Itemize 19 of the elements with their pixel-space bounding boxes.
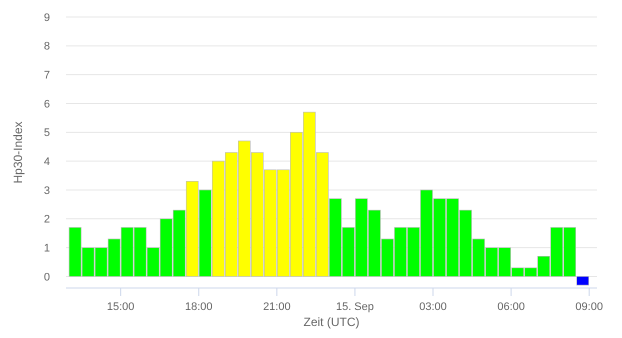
- x-tick-label: 06:00: [497, 301, 525, 313]
- y-tick-label: 3: [44, 184, 50, 197]
- x-tick-label: 15. Sep: [336, 301, 374, 313]
- x-tick-label: 21:00: [263, 301, 291, 313]
- x-tick-label: 18:00: [184, 301, 213, 313]
- y-tick-label: 4: [44, 156, 50, 168]
- y-tick-label: 8: [44, 40, 50, 53]
- x-tick-label: 15:00: [106, 301, 134, 313]
- y-tick-label: 0: [44, 271, 50, 284]
- y-tick-label: 2: [44, 214, 50, 226]
- y-tick-label: 1: [44, 242, 50, 254]
- x-axis-title: Zeit (UTC): [304, 315, 360, 329]
- y-tick-label: 9: [44, 12, 50, 24]
- x-tick-label: 03:00: [419, 301, 447, 313]
- x-tick-label: 09:00: [575, 301, 603, 313]
- y-axis-title: Hp30-Index: [11, 121, 25, 184]
- y-tick-label: 5: [44, 127, 50, 140]
- y-tick-label: 7: [44, 70, 50, 82]
- y-tick-label: 6: [44, 98, 50, 110]
